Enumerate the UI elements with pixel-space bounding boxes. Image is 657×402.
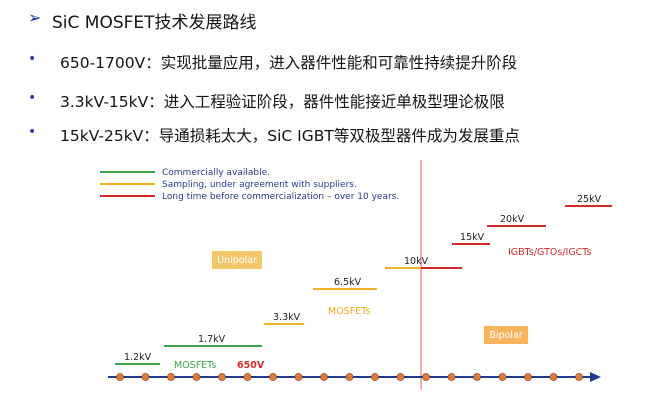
timeline-node <box>345 373 354 381</box>
step-15kv: 15kV <box>452 232 490 245</box>
bullet-text-3: 15kV-25kV：导通损耗太大，SiC IGBT等双极型器件成为发展重点 <box>60 127 520 145</box>
timeline-node <box>396 373 405 381</box>
annotation-650v: 650V <box>237 360 265 371</box>
step-1.7kv: 1.7kV <box>164 334 262 347</box>
timeline-node <box>243 373 252 381</box>
step-label-1.7kv: 1.7kV <box>198 334 226 345</box>
step-label-1.2kv: 1.2kV <box>124 352 152 363</box>
annotation-mosfets-sampling: MOSFETs <box>328 306 370 317</box>
step-label-20kv: 20kV <box>500 214 525 225</box>
timeline-node <box>498 373 507 381</box>
step-10kv: 10kV <box>385 256 429 269</box>
step-6.5kv: 6.5kV <box>313 277 377 290</box>
step-label-10kv: 10kV <box>404 256 429 267</box>
bullet-text-2: 3.3kV-15kV：进入工程验证阶段，器件性能接近单极型理论极限 <box>60 93 505 111</box>
step-label-25kv: 25kV <box>577 194 602 205</box>
step-label-6.5kv: 6.5kV <box>334 277 362 288</box>
timeline-node <box>447 373 456 381</box>
timeline-node <box>294 373 303 381</box>
bipolar-badge: Bipolar <box>484 326 528 344</box>
legend-label-sampling: Sampling, under agreement with suppliers… <box>162 180 357 190</box>
dot-bullet-icon: • <box>28 90 37 106</box>
timeline-node <box>320 373 328 381</box>
step-20kv: 20kV <box>487 214 546 227</box>
legend-label-future: Long time before commercialization – ove… <box>162 192 399 202</box>
dot-bullet-icon: • <box>28 51 37 67</box>
timeline-node <box>116 373 124 381</box>
timeline-node <box>371 373 379 381</box>
timeline-node <box>167 373 175 381</box>
heading-text: SiC MOSFET技术发展路线 <box>52 13 257 33</box>
bipolar-label: Bipolar <box>489 329 523 341</box>
step-25kv: 25kV <box>565 194 612 207</box>
step-3.3kv: 3.3kV <box>264 312 304 325</box>
unipolar-badge: Unipolar <box>212 251 262 269</box>
unipolar-label: Unipolar <box>217 254 257 266</box>
timeline-node <box>422 373 430 381</box>
bullet-text-1: 650-1700V：实现批量应用，进入器件性能和可靠性持续提升阶段 <box>60 54 518 72</box>
timeline-node <box>192 373 201 381</box>
step-label-15kv: 15kV <box>460 232 485 243</box>
timeline-node <box>269 373 277 381</box>
timeline-nodes <box>116 373 583 381</box>
dot-bullet-icon: • <box>28 124 37 140</box>
legend-label-commercial: Commercially available. <box>162 168 270 178</box>
timeline-node <box>218 373 226 381</box>
timeline-node <box>141 373 150 381</box>
step-label-3.3kv: 3.3kV <box>273 312 301 323</box>
step-1.2kv: 1.2kV <box>115 352 160 365</box>
annotation-mosfets-commercial: MOSFETs <box>174 360 216 371</box>
timeline-arrow-icon <box>590 372 601 382</box>
timeline-node <box>473 373 481 381</box>
arrow-bullet-icon: ➢ <box>28 8 42 27</box>
timeline-node <box>524 373 532 381</box>
timeline-node <box>575 373 583 381</box>
timeline-node <box>549 373 558 381</box>
annotation-bipolar-devices: IGBTs/GTOs/IGCTs <box>508 247 592 258</box>
